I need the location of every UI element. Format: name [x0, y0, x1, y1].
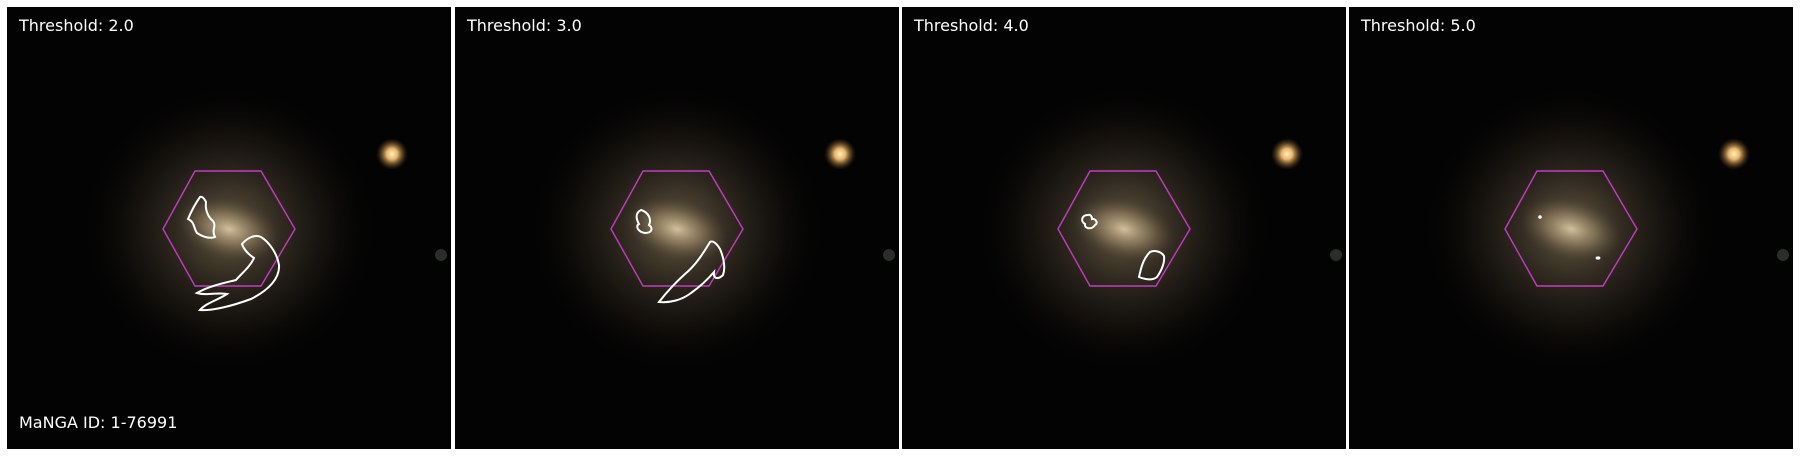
image-panel-threshold-3: Threshold: 3.0: [455, 7, 899, 449]
galaxy-image-threshold-5: [1349, 7, 1793, 449]
contour-region: [657, 240, 726, 304]
ifu-hexagon-icon: [1504, 170, 1638, 287]
companion-star: [1718, 138, 1750, 170]
ifu-hexagon-icon: [162, 170, 296, 287]
image-panel-threshold-5: Threshold: 5.0: [1349, 7, 1793, 449]
faint-source: [883, 249, 895, 261]
galaxy-image-threshold-2: [7, 7, 451, 449]
contour-region: [194, 234, 281, 312]
ifu-hexagon-icon: [610, 170, 744, 287]
contour-region: [635, 208, 653, 235]
contour-region: [1137, 250, 1166, 281]
contour-region: [186, 195, 217, 239]
image-panel-threshold-4: Threshold: 4.0: [902, 7, 1346, 449]
threshold-label: Threshold: 5.0: [1361, 16, 1476, 35]
faint-source: [1777, 249, 1789, 261]
contour-region: [1595, 256, 1601, 260]
threshold-label: Threshold: 4.0: [914, 16, 1029, 35]
galaxy-core: [1520, 197, 1622, 261]
manga-id-label: MaNGA ID: 1-76991: [19, 413, 178, 432]
galaxy-core: [626, 197, 728, 261]
faint-source: [435, 249, 447, 261]
galaxy-image-threshold-4: [902, 7, 1346, 449]
faint-source: [1330, 249, 1342, 261]
galaxy-core: [178, 197, 280, 261]
galaxy-image-threshold-3: [455, 7, 899, 449]
contour-region: [1081, 213, 1098, 230]
galaxy-core: [1073, 197, 1175, 261]
companion-star: [824, 138, 856, 170]
contour-region: [1538, 215, 1542, 219]
image-panel-threshold-2: Threshold: 2.0 MaNGA ID: 1-76991: [7, 7, 451, 449]
threshold-label: Threshold: 3.0: [467, 16, 582, 35]
ifu-hexagon-icon: [1057, 170, 1191, 287]
threshold-label: Threshold: 2.0: [19, 16, 134, 35]
companion-star: [376, 138, 408, 170]
companion-star: [1271, 138, 1303, 170]
